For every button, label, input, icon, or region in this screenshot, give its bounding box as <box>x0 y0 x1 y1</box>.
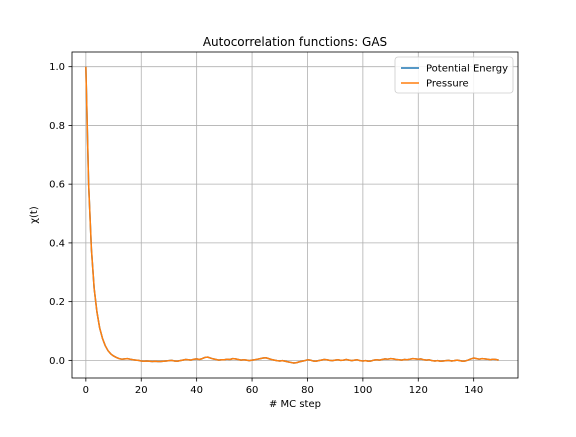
x-tick-label: 60 <box>246 385 259 396</box>
y-tick-label: 0.2 <box>49 297 65 308</box>
y-tick-label: 1.0 <box>49 62 65 73</box>
y-tick-label: 0.4 <box>49 238 65 249</box>
x-tick-label: 40 <box>190 385 203 396</box>
y-tick-label: 0.6 <box>49 180 65 191</box>
x-tick-label: 0 <box>83 385 89 396</box>
x-axis-label: # MC step <box>269 399 321 410</box>
chart-title: Autocorrelation functions: GAS <box>203 35 387 49</box>
x-tick-label: 80 <box>301 385 314 396</box>
x-tick-label: 140 <box>464 385 483 396</box>
x-tick-label: 20 <box>135 385 148 396</box>
y-tick-label: 0.8 <box>49 121 65 132</box>
legend-label: Pressure <box>426 79 469 90</box>
y-axis-label: χ(t) <box>29 206 40 224</box>
x-tick-label: 120 <box>409 385 428 396</box>
legend-label: Potential Energy <box>426 64 508 75</box>
y-tick-label: 0.0 <box>49 356 65 367</box>
legend: Potential Energy Pressure <box>395 57 513 93</box>
x-tick-label: 100 <box>353 385 372 396</box>
